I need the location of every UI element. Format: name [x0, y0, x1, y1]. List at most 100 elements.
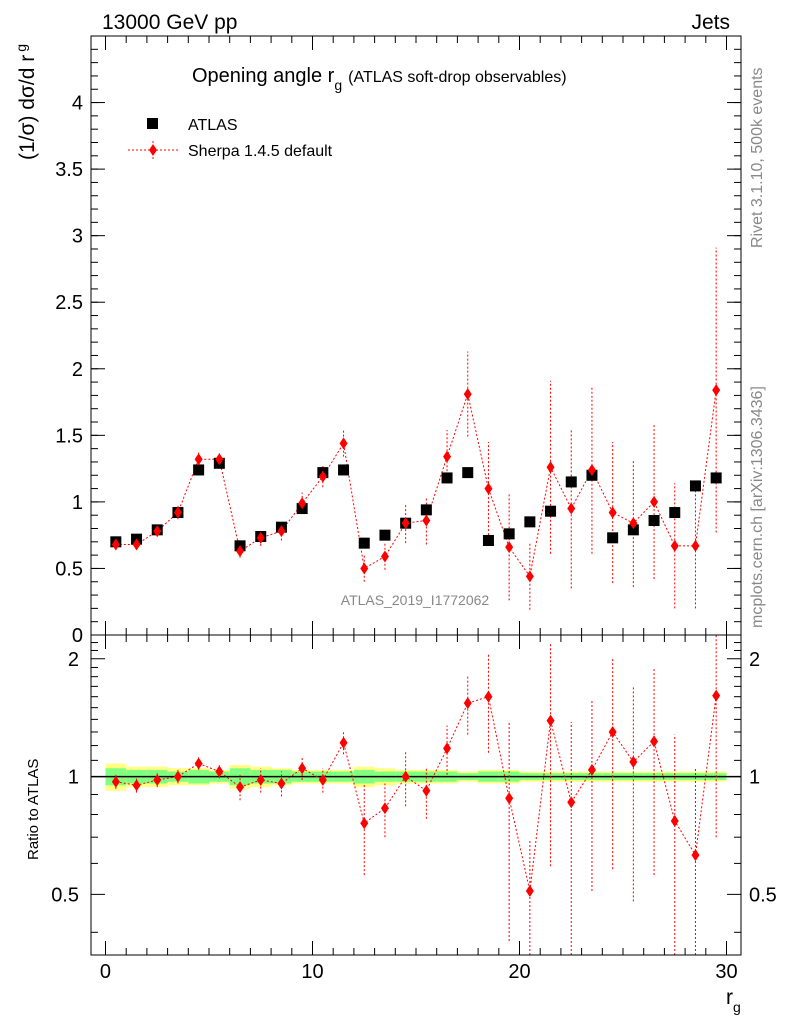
mc-point	[484, 482, 493, 495]
ratio-point	[567, 796, 576, 809]
mc-point	[712, 384, 721, 397]
ratio-y-axis-label: Ratio to ATLAS	[25, 759, 42, 860]
mcplots-label: mcplots.cern.ch [arXiv:1306.3436]	[749, 386, 766, 628]
mc-point	[463, 388, 472, 401]
mc-point	[277, 525, 286, 538]
atlas-data-point	[338, 464, 350, 476]
mc-point	[298, 497, 307, 510]
ylabel-main: (1/σ) dσ/d r	[16, 55, 39, 160]
atlas-data-point	[503, 528, 515, 540]
ratio-y-tick-label: 0.5	[51, 884, 79, 906]
atlas-data-point	[669, 507, 681, 519]
ratio-point	[505, 792, 514, 805]
plot-title: Opening angle rg (ATLAS soft-drop observa…	[192, 65, 567, 93]
ylabel-sub: g	[13, 44, 29, 52]
ratio-y-tick-label-right: 0.5	[749, 884, 777, 906]
mc-point	[670, 539, 679, 552]
atlas-data-point	[420, 504, 432, 516]
mc-point	[194, 453, 203, 466]
atlas-data-point	[689, 480, 701, 492]
analysis-watermark: ATLAS_2019_I1772062	[341, 592, 490, 608]
x-tick-label: 30	[715, 961, 737, 983]
ratio-point	[691, 849, 700, 862]
ratio-point	[194, 757, 203, 770]
ratio-point	[670, 814, 679, 827]
mc-point	[153, 525, 162, 538]
main-axis-ticks	[91, 35, 741, 636]
main-y-tick-label: 2.5	[55, 292, 83, 314]
ratio-point	[236, 781, 245, 794]
ratio-point	[215, 765, 224, 778]
x-tick-label: 20	[508, 961, 530, 983]
atlas-data-point	[710, 472, 722, 484]
ratio-frame	[90, 634, 742, 956]
main-y-tick-label: 0	[72, 625, 83, 647]
ratio-point	[422, 784, 431, 797]
mc-point	[422, 514, 431, 527]
mc-point	[525, 570, 534, 583]
legend: ATLAS Sherpa 1.4.5 default	[128, 117, 333, 160]
mc-point	[173, 506, 182, 519]
mc-point	[608, 506, 617, 519]
mc-point	[318, 470, 327, 483]
xlabel-sub: g	[733, 999, 741, 1015]
ratio-point	[463, 697, 472, 710]
atlas-data-point	[545, 505, 557, 517]
ratio-point	[380, 802, 389, 815]
ratio-point	[111, 775, 120, 788]
xlabel-main: r	[726, 986, 733, 1009]
ratio-point	[132, 779, 141, 792]
ratio-point	[298, 762, 307, 775]
mc-point	[443, 450, 452, 463]
mc-point	[629, 517, 638, 530]
main-y-tick-label: 1	[72, 492, 83, 514]
mc-point	[650, 495, 659, 508]
ratio-point	[360, 817, 369, 830]
mc-point	[380, 550, 389, 563]
ratio-y-tick-label-right: 2	[749, 649, 760, 671]
atlas-data-point	[379, 529, 391, 541]
ratio-point	[587, 763, 596, 776]
main-panel: 00.511.522.533.54 Opening angle rg (ATLAS…	[13, 35, 742, 647]
main-y-tick-label: 0.5	[55, 558, 83, 580]
atlas-data-point	[482, 534, 494, 546]
x-tick-label: 10	[301, 961, 323, 983]
ratio-point	[401, 770, 410, 783]
main-y-tick-label: 2	[72, 359, 83, 381]
atlas-data-point	[524, 516, 536, 528]
mc-point	[546, 461, 555, 474]
legend-data-label: ATLAS	[188, 117, 238, 134]
ratio-point	[629, 755, 638, 768]
ratio-point	[484, 690, 493, 703]
ratio-point	[339, 736, 348, 749]
legend-mc-marker	[149, 144, 157, 156]
ratio-series-line	[115, 695, 717, 892]
main-y-tick-label: 3.5	[55, 159, 83, 181]
ratio-y-tick-label: 2	[68, 649, 79, 671]
main-y-tick-labels: 0 0.5 1 1.5 2 2.5 3 3.5 4	[55, 93, 83, 647]
ratio-point	[443, 742, 452, 755]
atlas-data-point	[648, 515, 660, 527]
x-tick-label: 0	[100, 961, 111, 983]
ratio-point	[546, 714, 555, 727]
ratio-point	[608, 725, 617, 738]
header-right: Jets	[691, 11, 730, 34]
main-y-tick-label: 1.5	[55, 425, 83, 447]
main-chart-marks	[110, 247, 722, 610]
x-tick-labels: 0 10 20 30	[100, 961, 738, 983]
rivet-label: Rivet 3.1.10, 500k events	[749, 67, 766, 248]
mc-point	[339, 437, 348, 450]
mc-point	[111, 538, 120, 551]
ratio-y-tick-label: 1	[68, 767, 79, 789]
mc-point	[567, 502, 576, 515]
ratio-point	[712, 689, 721, 702]
atlas-data-point	[193, 464, 205, 476]
legend-mc-label: Sherpa 1.4.5 default	[188, 143, 333, 160]
title-sub: g	[334, 77, 342, 93]
mc-point	[360, 562, 369, 575]
title-tail: (ATLAS soft-drop observables)	[348, 69, 566, 86]
ratio-panel: 0.5 0.5 1 1 2 2 0 10 20 30 Ratio to ATLAS rg	[25, 634, 777, 1015]
atlas-data-point	[441, 472, 453, 484]
ratio-y-tick-label-right: 1	[749, 767, 760, 789]
